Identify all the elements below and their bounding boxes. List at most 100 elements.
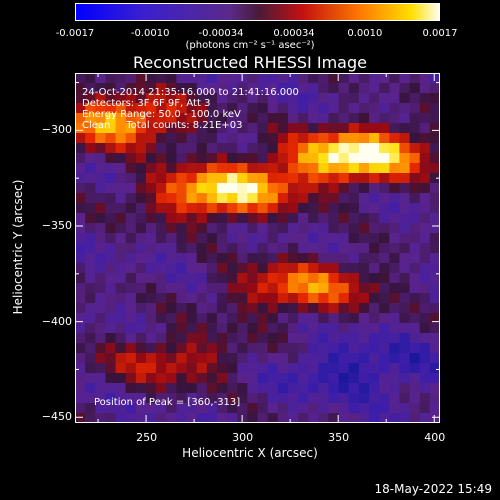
heatmap-cell bbox=[389, 373, 401, 384]
heatmap-cell bbox=[358, 83, 370, 94]
heatmap-cell bbox=[379, 233, 390, 244]
heatmap-cell bbox=[237, 153, 248, 164]
heatmap-cell bbox=[247, 333, 259, 344]
heatmap-cell bbox=[135, 113, 147, 124]
heatmap-cell bbox=[156, 233, 167, 244]
heatmap-cell bbox=[267, 313, 279, 324]
heatmap-cell bbox=[95, 203, 107, 214]
heatmap-cell bbox=[318, 353, 330, 364]
heatmap-cell bbox=[328, 323, 340, 334]
heatmap-cell bbox=[216, 313, 228, 324]
heatmap-cell bbox=[176, 193, 188, 204]
heatmap-cell bbox=[125, 203, 137, 214]
heatmap-cell bbox=[216, 103, 228, 114]
heatmap-cell bbox=[399, 123, 411, 134]
heatmap-cell bbox=[308, 123, 319, 134]
heatmap-cell bbox=[237, 183, 248, 194]
heatmap-cell bbox=[227, 373, 238, 384]
heatmap-cell bbox=[257, 343, 269, 354]
heatmap-cell bbox=[115, 273, 127, 284]
heatmap-cell bbox=[399, 293, 411, 304]
heatmap-cell bbox=[287, 373, 299, 384]
heatmap-cell bbox=[369, 103, 380, 114]
heatmap-cell bbox=[227, 173, 238, 184]
heatmap-cell bbox=[216, 183, 228, 194]
heatmap-cell bbox=[389, 113, 401, 124]
heatmap-cell bbox=[389, 123, 401, 134]
heatmap-cell bbox=[237, 163, 248, 174]
heatmap-cell bbox=[318, 413, 330, 423]
heatmap-cell bbox=[257, 413, 269, 423]
heatmap-cell bbox=[206, 383, 218, 394]
heatmap-cell bbox=[145, 193, 157, 204]
heatmap-cell bbox=[409, 253, 421, 264]
heatmap-cell bbox=[348, 413, 360, 423]
heatmap-cell bbox=[166, 413, 177, 423]
heatmap-cell bbox=[105, 293, 117, 304]
heatmap-cell bbox=[206, 123, 218, 134]
heatmap-cell bbox=[287, 123, 299, 134]
heatmap-cell bbox=[409, 223, 421, 234]
heatmap-cell bbox=[267, 283, 279, 294]
heatmap-cell bbox=[287, 103, 299, 114]
heatmap-cell bbox=[196, 93, 208, 104]
heatmap-cell bbox=[115, 363, 127, 374]
heatmap-cell bbox=[298, 403, 309, 414]
heatmap-cell bbox=[176, 103, 188, 114]
heatmap-cell bbox=[216, 333, 228, 344]
heatmap-cell bbox=[379, 103, 390, 114]
heatmap-cell bbox=[429, 163, 440, 174]
heatmap-cell bbox=[206, 183, 218, 194]
heatmap-cell bbox=[298, 163, 309, 174]
heatmap-cells bbox=[75, 73, 440, 423]
heatmap-cell bbox=[328, 363, 340, 374]
heatmap-cell bbox=[216, 123, 228, 134]
heatmap-cell bbox=[379, 283, 390, 294]
heatmap-cell bbox=[348, 313, 360, 324]
heatmap-cell bbox=[166, 253, 177, 264]
heatmap-cell bbox=[267, 413, 279, 423]
heatmap-cell bbox=[298, 183, 309, 194]
heatmap-cell bbox=[166, 303, 177, 314]
heatmap-cell bbox=[338, 333, 350, 344]
heatmap-cell bbox=[216, 263, 228, 274]
heatmap-cell bbox=[277, 273, 289, 284]
heatmap-cell bbox=[196, 373, 208, 384]
heatmap-cell bbox=[125, 343, 137, 354]
heatmap-cell bbox=[379, 403, 390, 414]
heatmap-cell bbox=[227, 123, 238, 134]
heatmap-cell bbox=[247, 373, 259, 384]
heatmap-cell bbox=[247, 303, 259, 314]
heatmap-cell bbox=[135, 103, 147, 114]
heatmap-cell bbox=[328, 93, 340, 104]
heatmap-cell bbox=[257, 403, 269, 414]
heatmap-cell bbox=[298, 133, 309, 144]
y-tick-label: −300 bbox=[41, 123, 72, 137]
heatmap-cell bbox=[348, 363, 360, 374]
heatmap-cell bbox=[85, 143, 96, 154]
heatmap-cell bbox=[216, 283, 228, 294]
heatmap-cell bbox=[298, 273, 309, 284]
heatmap-cell bbox=[298, 203, 309, 214]
heatmap-cell bbox=[287, 323, 299, 334]
heatmap-cell bbox=[369, 413, 380, 423]
heatmap-cell bbox=[75, 223, 86, 234]
heatmap-cell bbox=[348, 193, 360, 204]
heatmap-cell bbox=[115, 173, 127, 184]
heatmap-cell bbox=[227, 353, 238, 364]
heatmap-cell bbox=[186, 103, 198, 114]
heatmap-cell bbox=[115, 203, 127, 214]
heatmap-cell bbox=[125, 93, 137, 104]
heatmap-cell bbox=[125, 363, 137, 374]
heatmap-cell bbox=[338, 223, 350, 234]
heatmap-cell bbox=[409, 323, 421, 334]
heatmap-cell bbox=[125, 243, 137, 254]
heatmap-cell bbox=[247, 263, 259, 274]
heatmap-cell bbox=[308, 263, 319, 274]
heatmap-cell bbox=[429, 403, 440, 414]
heatmap-cell bbox=[328, 193, 340, 204]
heatmap-cell bbox=[348, 233, 360, 244]
heatmap-cell bbox=[125, 253, 137, 264]
heatmap-cell bbox=[135, 193, 147, 204]
heatmap-cell bbox=[206, 403, 218, 414]
